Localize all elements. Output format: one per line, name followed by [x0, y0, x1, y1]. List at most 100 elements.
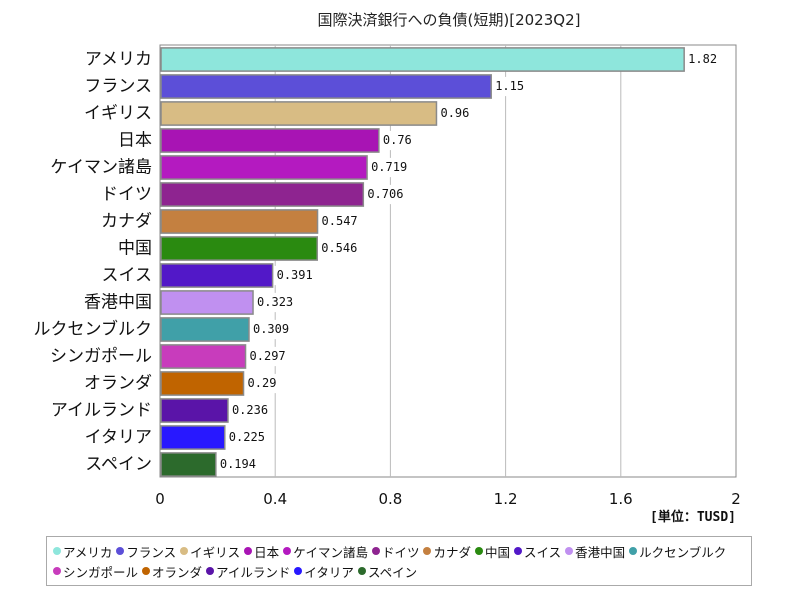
- bar: [160, 155, 368, 180]
- value-label-box: [685, 49, 723, 70]
- value-label-box: [216, 454, 262, 475]
- bar: [160, 209, 319, 234]
- legend-item: アメリカ: [53, 541, 112, 561]
- value-label: 0.76: [383, 133, 412, 147]
- legend-item: アイルランド: [206, 561, 290, 581]
- bar: [160, 425, 226, 450]
- value-label: 0.297: [250, 349, 286, 363]
- value-label-box: [318, 211, 364, 232]
- legend-label: ルクセンブルク: [639, 544, 727, 560]
- value-label-box: [364, 184, 409, 205]
- value-label: 0.236: [232, 403, 268, 417]
- value-label-box: [379, 130, 418, 151]
- x-tick-label: 0.4: [263, 490, 287, 508]
- category-label: フランス: [84, 77, 152, 97]
- value-label-box: [228, 400, 274, 421]
- legend-item: ケイマン諸島: [283, 541, 368, 561]
- value-label: 0.719: [371, 160, 407, 174]
- bar: [160, 452, 217, 477]
- value-label-box: [318, 238, 363, 259]
- value-label-box: [437, 103, 475, 124]
- legend-label: ケイマン諸島: [293, 544, 368, 560]
- legend-label: イタリア: [304, 564, 354, 580]
- legend-swatch: [142, 567, 151, 575]
- category-label: カナダ: [101, 212, 152, 232]
- value-label: 1.15: [495, 79, 524, 93]
- legend-item: スペイン: [357, 561, 418, 581]
- legend-swatch: [423, 547, 432, 555]
- legend-item: ルクセンブルク: [629, 541, 726, 561]
- bar: [160, 317, 250, 342]
- value-label: 1.82: [688, 52, 717, 66]
- value-label-box: [254, 292, 299, 313]
- value-label: 0.706: [367, 187, 403, 201]
- bar: [160, 74, 492, 99]
- legend-item: カナダ: [423, 541, 471, 561]
- legend-label: フランス: [126, 544, 177, 560]
- category-label: スペイン: [85, 455, 152, 475]
- value-label: 0.546: [321, 241, 357, 255]
- value-label-box: [492, 76, 530, 97]
- legend-item: 日本: [244, 541, 279, 561]
- value-label: 0.29: [248, 376, 277, 390]
- x-tick-label: 2: [731, 490, 741, 508]
- legend-label: 香港中国: [575, 544, 626, 560]
- legend-swatch: [565, 547, 574, 555]
- value-label: 0.96: [440, 106, 469, 120]
- category-label: イタリア: [85, 428, 152, 448]
- legend-item: 香港中国: [565, 541, 625, 561]
- x-tick-label: 1.6: [609, 490, 633, 508]
- category-label: 日本: [118, 131, 152, 151]
- category-label: 中国: [118, 239, 152, 259]
- legend-swatch: [474, 547, 483, 555]
- value-labels: 1.82 1.15 0.96 0.76 0.719 0.706 0.547 0.546 0.39…: [216, 49, 723, 475]
- category-label: ドイツ: [101, 185, 152, 205]
- bar: [160, 398, 229, 423]
- category-label: アイルランド: [51, 401, 152, 421]
- legend-swatch: [53, 567, 61, 575]
- legend-swatch: [283, 547, 292, 555]
- legend-label: オランダ: [152, 564, 203, 580]
- legend-swatch: [371, 547, 380, 555]
- value-label-box: [225, 427, 271, 448]
- bar: [160, 344, 247, 369]
- legend-label: アメリカ: [63, 544, 113, 560]
- bar-chart: 国際決済銀行への負債(短期)[2023Q2] アメリカフランスイギリス日本ケイマ…: [34, 11, 741, 525]
- bar: [160, 182, 365, 207]
- value-label: 0.547: [322, 214, 358, 228]
- legend-label: スペイン: [367, 564, 418, 580]
- category-label: アメリカ: [85, 50, 152, 70]
- legend-label: スイス: [524, 544, 562, 560]
- bar: [160, 263, 274, 288]
- legend-swatch: [116, 547, 125, 555]
- legend-item: 中国: [474, 541, 510, 561]
- category-label: スイス: [102, 266, 153, 286]
- legend-label: シンガポール: [63, 564, 139, 580]
- bar: [160, 371, 245, 396]
- category-label: シンガポール: [50, 347, 152, 367]
- x-tick-label: 0.8: [378, 490, 402, 508]
- value-label: 0.225: [229, 430, 265, 444]
- bar: [160, 47, 685, 72]
- category-label: ルクセンブルク: [34, 319, 153, 340]
- value-label-box: [246, 346, 292, 367]
- x-tick-label: 1.2: [494, 490, 518, 508]
- category-label: ケイマン諸島: [50, 158, 152, 178]
- category-labels: アメリカフランスイギリス日本ケイマン諸島ドイツカナダ中国スイス香港中国ルクセンブ…: [34, 50, 153, 475]
- category-label: 香港中国: [84, 293, 152, 313]
- legend-label: カナダ: [433, 544, 471, 560]
- value-label-box: [368, 157, 413, 178]
- category-label: オランダ: [84, 374, 152, 394]
- legend-label: イギリス: [190, 544, 241, 560]
- value-label: 0.391: [277, 268, 313, 282]
- category-label: イギリス: [84, 104, 152, 124]
- legend-swatch: [629, 547, 638, 555]
- value-label-box: [249, 319, 295, 340]
- legend-swatch: [180, 547, 189, 555]
- legend-item: シンガポール: [53, 561, 138, 581]
- legend-item: オランダ: [142, 561, 202, 581]
- legend-swatch: [53, 547, 61, 555]
- legend-item: イギリス: [180, 541, 240, 561]
- value-label-box: [244, 373, 282, 394]
- value-label-box: [273, 265, 319, 286]
